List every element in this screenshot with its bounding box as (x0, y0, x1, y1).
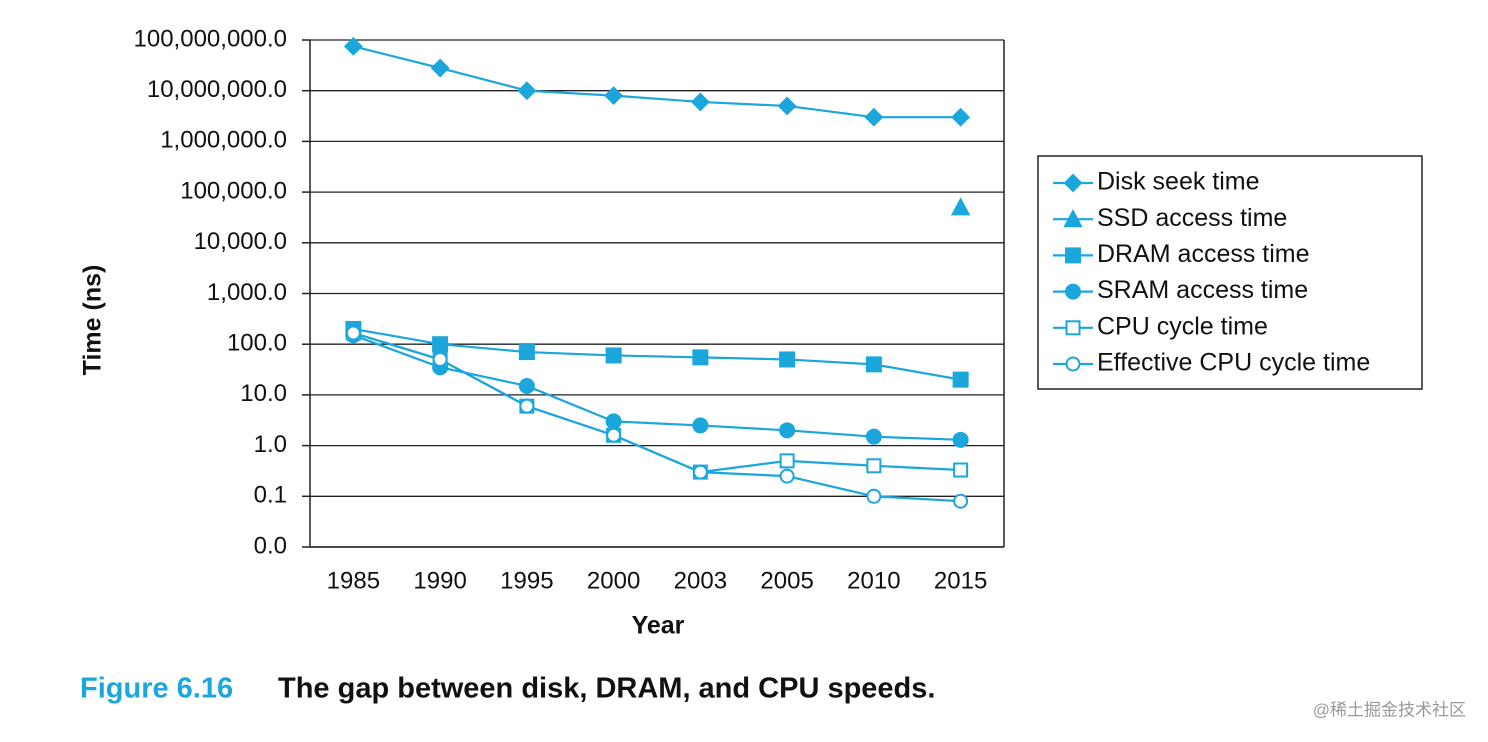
legend-marker (1063, 173, 1083, 193)
marker (606, 427, 622, 443)
marker (692, 349, 709, 366)
legend-box (1037, 155, 1423, 390)
marker (777, 96, 797, 116)
legend-label: SRAM access time (1097, 276, 1308, 304)
y-tick-label: 1,000,000.0 (160, 127, 287, 154)
legend-label: SSD access time (1097, 204, 1287, 232)
y-tick-label: 10.0 (240, 380, 287, 407)
figure-label: Figure 6.16 (80, 673, 233, 705)
x-tick-label: 2015 (934, 567, 987, 594)
x-tick-label: 1995 (500, 567, 553, 594)
marker (432, 336, 449, 353)
marker (950, 197, 971, 216)
marker (518, 377, 535, 394)
marker (866, 488, 882, 504)
marker (605, 347, 622, 364)
legend-label: DRAM access time (1097, 240, 1310, 268)
x-tick-label: 2005 (760, 567, 813, 594)
marker (952, 371, 969, 388)
legend-marker (1063, 209, 1083, 228)
y-tick-label: 100,000,000.0 (134, 25, 287, 52)
x-tick-label: 1990 (413, 567, 466, 594)
marker (517, 81, 537, 101)
x-tick-label: 1985 (327, 567, 380, 594)
y-axis-title: Time (ns) (79, 265, 107, 376)
legend-label: Effective CPU cycle time (1097, 349, 1370, 377)
marker (779, 453, 795, 469)
legend-marker (1065, 356, 1081, 372)
series-line (352, 334, 961, 441)
marker (430, 58, 450, 78)
y-tick-label: 10,000,000.0 (147, 76, 287, 103)
marker (779, 351, 796, 368)
y-tick-label: 1,000.0 (207, 279, 287, 306)
y-tick-label: 100,000.0 (180, 177, 287, 204)
x-tick-label: 2010 (847, 567, 900, 594)
y-tick-label: 1.0 (254, 431, 287, 458)
x-axis-title: Year (632, 612, 685, 640)
y-tick-label: 0.1 (254, 482, 287, 509)
legend-marker (1065, 320, 1081, 336)
marker (345, 325, 361, 341)
marker (692, 417, 709, 434)
marker (953, 462, 969, 478)
marker (864, 107, 884, 127)
marker (865, 428, 882, 445)
marker (692, 464, 708, 480)
marker (605, 413, 622, 430)
marker (343, 36, 363, 56)
marker (953, 493, 969, 509)
marker (519, 398, 535, 414)
marker (951, 107, 971, 127)
x-tick-label: 2003 (674, 567, 727, 594)
marker (779, 468, 795, 484)
y-tick-label: 10,000.0 (194, 228, 287, 255)
marker (432, 351, 448, 367)
series-line (353, 327, 961, 381)
marker (865, 356, 882, 373)
marker (952, 431, 969, 448)
x-tick-label: 2000 (587, 567, 640, 594)
legend-marker (1065, 283, 1081, 300)
marker (866, 458, 882, 474)
watermark: @稀土掘金技术社区 (1313, 700, 1466, 719)
legend-label: CPU cycle time (1097, 312, 1268, 340)
series-line (353, 45, 961, 119)
marker (690, 92, 710, 112)
marker (604, 86, 624, 106)
marker (779, 422, 796, 439)
legend-marker (1065, 247, 1081, 264)
y-tick-label: 100.0 (227, 330, 287, 357)
marker (518, 344, 535, 361)
series-line (353, 331, 961, 503)
chart-title: The gap between disk, DRAM, and CPU spee… (278, 673, 935, 705)
legend-label: Disk seek time (1097, 168, 1260, 196)
y-tick-label: 0.0 (254, 532, 287, 559)
